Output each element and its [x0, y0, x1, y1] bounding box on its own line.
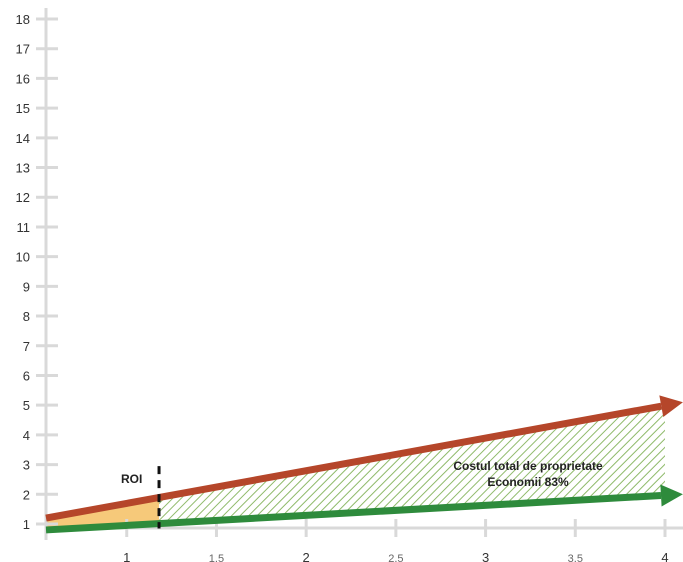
y-tick-label: 9 [23, 279, 30, 294]
tco-label-line1: Costul total de proprietate [453, 459, 603, 473]
y-tick-label: 15 [16, 101, 30, 116]
series-line-0 [45, 402, 662, 522]
y-tick-label: 8 [23, 309, 30, 324]
series-line-1 [45, 492, 662, 534]
series-arrowhead-1 [660, 484, 683, 507]
y-tick-label: 16 [16, 71, 30, 86]
y-tick-label: 11 [17, 220, 31, 235]
y-tick-label: 18 [16, 12, 30, 27]
y-tick-label: 12 [16, 190, 30, 205]
series-arrowhead-0 [659, 395, 683, 417]
savings-area [159, 405, 665, 524]
series [45, 395, 683, 534]
y-tick-label: 6 [23, 368, 30, 383]
x-tick-label: 1.5 [209, 553, 224, 562]
x-tick-label: 3.5 [568, 553, 583, 562]
y-tick-label: 2 [23, 487, 30, 502]
y-tick-label: 10 [16, 250, 30, 265]
y-tick-label: 13 [16, 161, 30, 176]
roi-label: ROI [121, 472, 142, 486]
x-tick-label: 4 [661, 550, 668, 562]
tco-label-line2: Economii 83% [487, 475, 569, 489]
y-tick-label: 7 [23, 339, 30, 354]
y-tick-label: 5 [23, 398, 30, 413]
x-tick-label: 2 [303, 550, 310, 562]
y-tick-label: 14 [16, 131, 30, 146]
x-tick-label: 1 [123, 550, 130, 562]
y-tick-label: 1 [23, 517, 30, 532]
x-tick-label: 3 [482, 550, 489, 562]
y-tick-label: 4 [23, 428, 30, 443]
x-tick-label: 2.5 [388, 553, 403, 562]
y-tick-label: 3 [23, 458, 30, 473]
y-tick-label: 17 [16, 42, 30, 57]
